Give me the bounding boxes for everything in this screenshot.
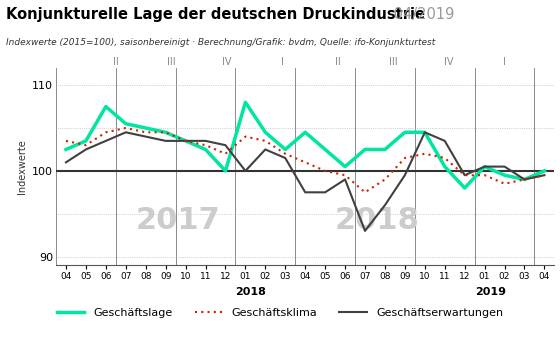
Text: 2017: 2017 (136, 206, 221, 235)
Text: Indexwerte (2015=100), saisonbereinigt · Berechnung/Grafik: bvdm, Quelle: ifo-Ko: Indexwerte (2015=100), saisonbereinigt ·… (6, 38, 435, 47)
Legend: Geschäftslage, Geschäftsklima, Geschäftserwartungen: Geschäftslage, Geschäftsklima, Geschäfts… (52, 303, 508, 322)
Text: 04/2019: 04/2019 (389, 7, 455, 22)
Text: Konjunkturelle Lage der deutschen Druckindustrie: Konjunkturelle Lage der deutschen Drucki… (6, 7, 424, 22)
Y-axis label: Indexwerte: Indexwerte (17, 139, 27, 194)
Text: 2019: 2019 (475, 287, 506, 296)
Text: 2018: 2018 (235, 287, 267, 296)
Text: 2018: 2018 (335, 206, 420, 235)
